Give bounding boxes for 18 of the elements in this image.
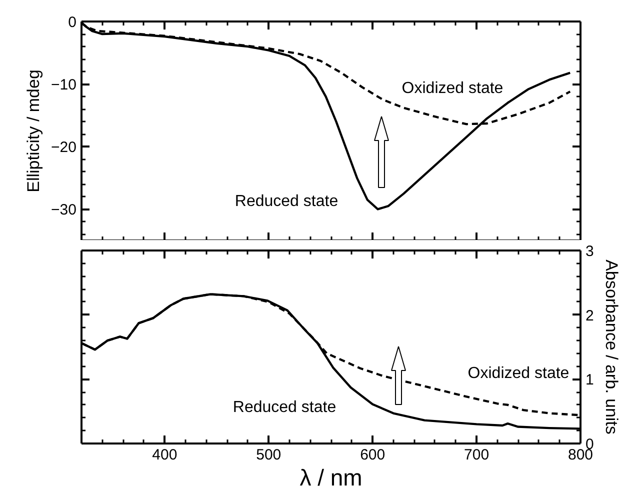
annotation: Oxidized state <box>468 365 570 382</box>
annotation: Reduced state <box>232 399 336 416</box>
y-tick-label: 0 <box>68 14 76 31</box>
y-tick-label: −10 <box>51 76 77 94</box>
x-tick-label: 400 <box>152 446 178 464</box>
y2-tick-label: 2 <box>586 307 594 324</box>
y2-tick-label: 1 <box>586 372 594 389</box>
x-tick-label: 600 <box>360 446 386 464</box>
x-tick-label: 500 <box>256 446 282 464</box>
y2-axis-title: Absorbance / arb. units <box>602 260 621 434</box>
annotation: Oxidized state <box>402 80 504 97</box>
x-axis-title: λ / nm <box>300 464 362 490</box>
y2-tick-label: 3 <box>586 243 594 260</box>
y-tick-label: −20 <box>51 139 77 156</box>
y-tick-label: −30 <box>51 202 77 219</box>
y-axis-title: Ellipticity / mdeg <box>24 70 44 192</box>
annotation: Reduced state <box>234 193 338 210</box>
x-tick-label: 700 <box>464 446 490 464</box>
